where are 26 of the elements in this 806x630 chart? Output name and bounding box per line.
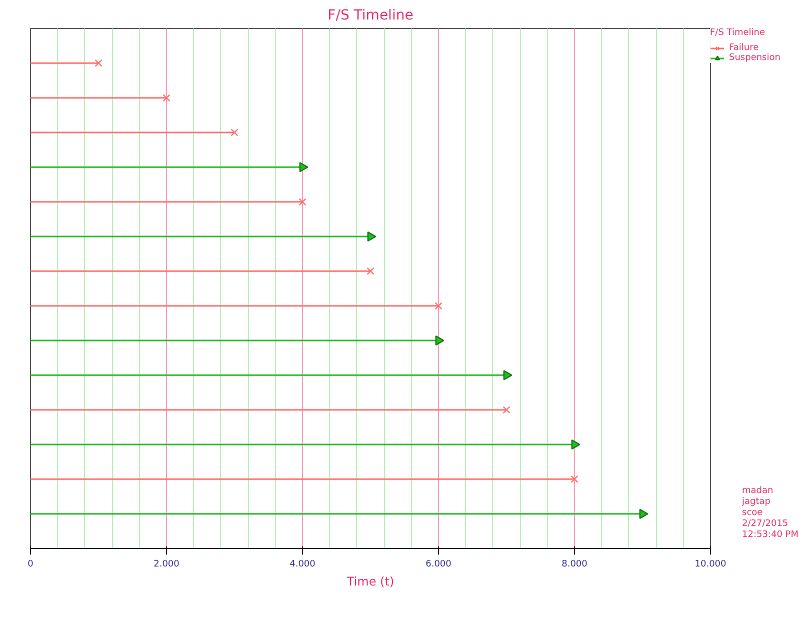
point [298, 198, 306, 206]
point [230, 128, 238, 136]
point [570, 475, 578, 483]
x-tick-label: 6.000 [426, 560, 452, 570]
point [571, 439, 580, 450]
point [94, 59, 102, 67]
point [503, 370, 512, 380]
legend-title: F/S Timeline [710, 28, 766, 38]
x-tick-label: 10.000 [694, 560, 727, 570]
x-tick-label: 2.000 [154, 560, 180, 570]
x-tick-label: 0 [28, 560, 34, 570]
point [434, 302, 442, 310]
legend-label: Failure [729, 43, 759, 53]
point [366, 267, 374, 275]
point [299, 162, 308, 172]
point [639, 508, 648, 519]
point [435, 335, 444, 346]
x-tick-label: 8.000 [562, 560, 588, 570]
text: madan jagtap scoe 2/27/2015 12:53:40 PM [742, 486, 800, 541]
point [162, 94, 170, 102]
x-axis-title: Time (t) [346, 574, 394, 588]
x-tick-label: 4.000 [290, 560, 316, 570]
chart-title: F/S Timeline [328, 8, 414, 24]
point [367, 231, 376, 242]
point [502, 406, 510, 414]
legend-label: Suspension [729, 53, 780, 63]
